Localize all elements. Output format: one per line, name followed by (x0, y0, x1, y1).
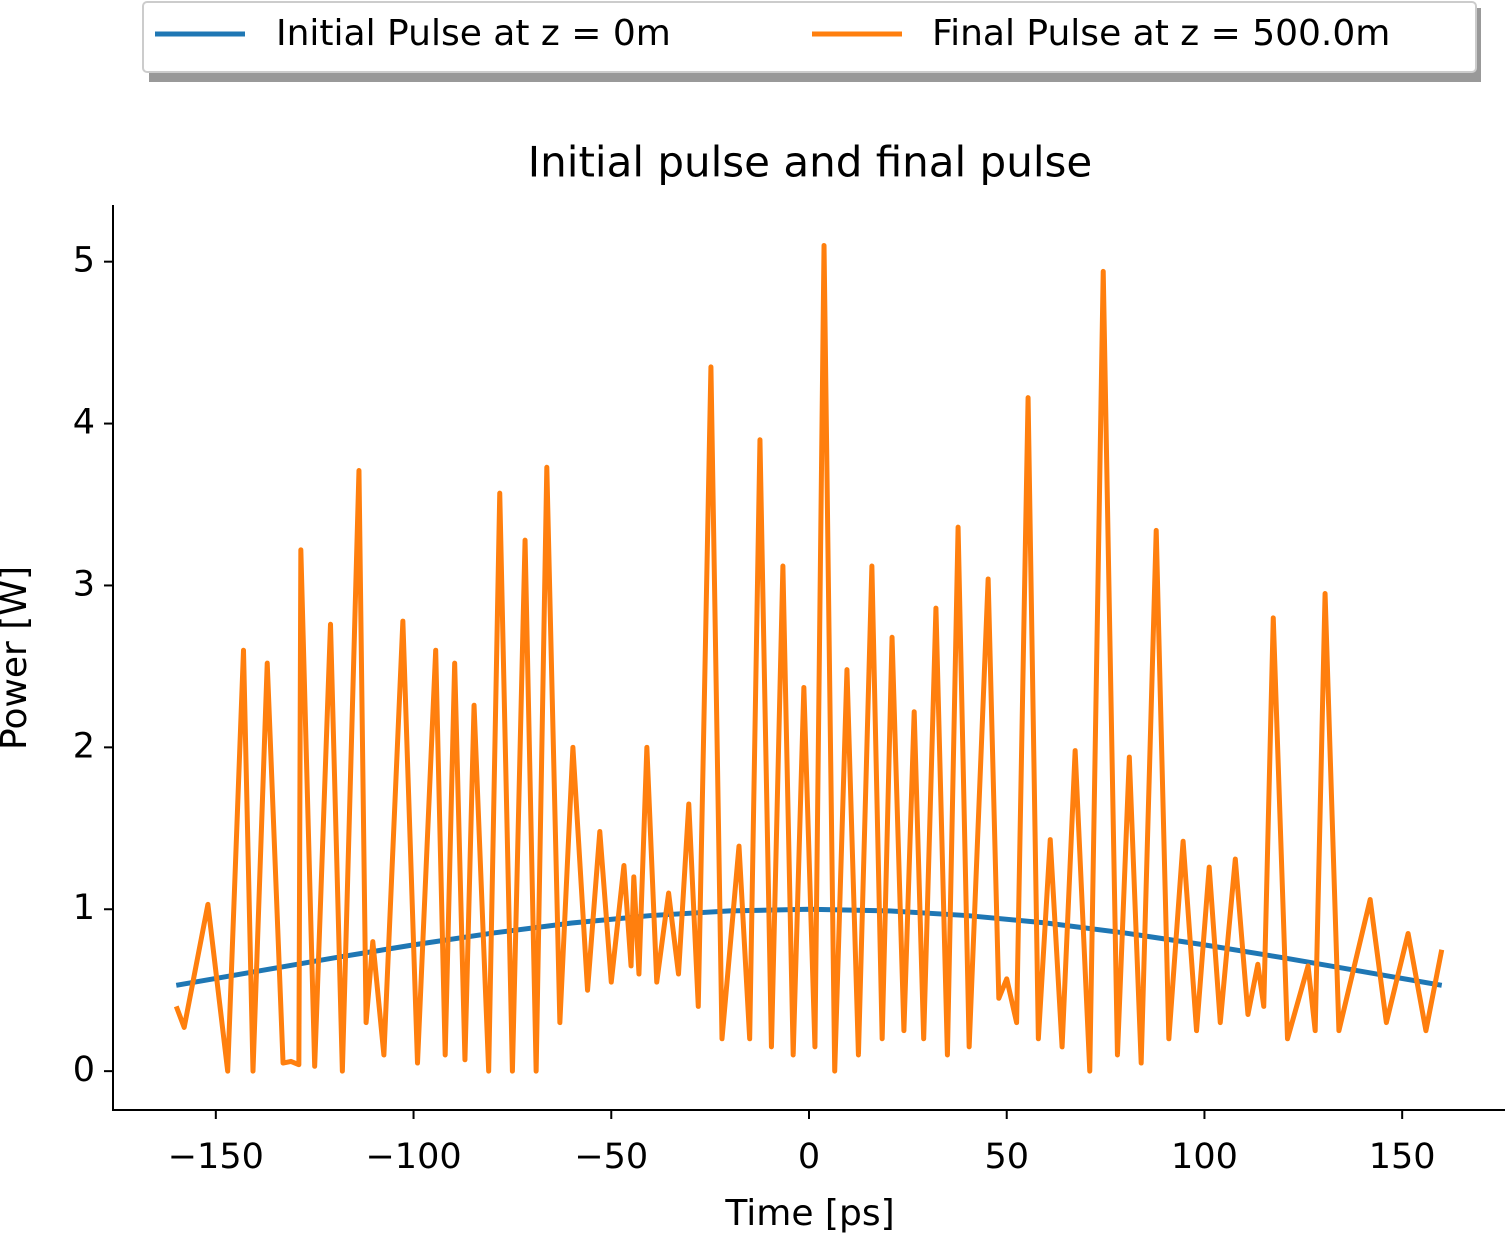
y-tick-label: 3 (73, 564, 95, 604)
y-tick-label: 0 (73, 1050, 95, 1090)
x-tick-label: −100 (365, 1137, 461, 1177)
x-tick-label: 0 (798, 1137, 820, 1177)
x-tick-label: 100 (1171, 1137, 1238, 1177)
x-tick-label: 50 (984, 1137, 1029, 1177)
y-tick-label: 5 (73, 241, 95, 281)
x-axis-label: Time [ps] (724, 1193, 894, 1234)
series-line (173, 242, 1445, 1074)
legend: Initial Pulse at z = 0m Final Pulse at z… (142, 1, 1481, 82)
y-axis-label: Power [W] (0, 566, 35, 750)
y-tick-label: 4 (73, 403, 95, 443)
x-tick-label: −50 (574, 1137, 648, 1177)
chart-title: Initial pulse and final pulse (528, 138, 1092, 187)
x-tick-label: −150 (168, 1137, 264, 1177)
y-tick-label: 1 (73, 888, 95, 928)
y-tick-label: 2 (73, 726, 95, 766)
legend-label: Initial Pulse at z = 0m (276, 13, 671, 54)
x-tick-label: 150 (1369, 1137, 1436, 1177)
legend-frame (142, 1, 1477, 73)
legend-label: Final Pulse at z = 500.0m (932, 13, 1390, 54)
